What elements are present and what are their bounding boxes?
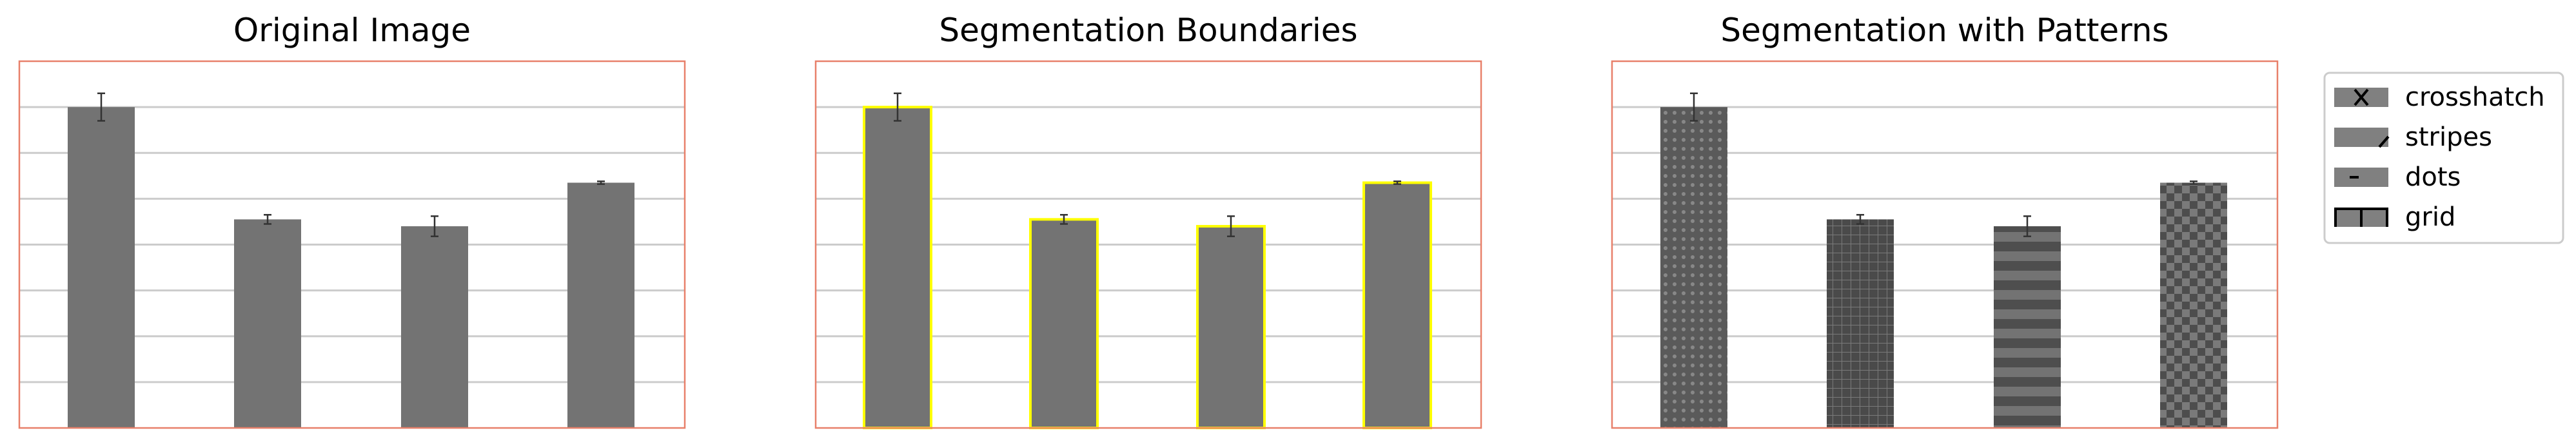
legend-item-stripes: stripes xyxy=(2334,122,2492,152)
legend-label: crosshatch xyxy=(2405,82,2545,112)
panel-title: Segmentation with Patterns xyxy=(1720,12,2168,49)
plot-frame xyxy=(1611,60,2279,429)
bar xyxy=(68,107,135,428)
dots-icon xyxy=(2334,168,2388,187)
panel-original-image: Original Image xyxy=(18,12,686,429)
legend-frame xyxy=(2323,72,2564,244)
plot-frame xyxy=(18,60,686,429)
legend-item-grid: grid xyxy=(2334,202,2455,232)
legend-item-dots: dots xyxy=(2334,162,2461,192)
legend-label: grid xyxy=(2405,202,2455,232)
crosshatch-icon xyxy=(2334,88,2388,107)
panel-title: Original Image xyxy=(233,12,471,49)
bar xyxy=(234,219,301,428)
bar xyxy=(1029,218,1099,429)
legend-label: stripes xyxy=(2405,122,2492,152)
bar xyxy=(1994,226,2061,428)
bar xyxy=(1660,107,1727,428)
bar xyxy=(401,226,468,428)
plot-frame xyxy=(814,60,1482,429)
panel-segmentation-with-patterns: Segmentation with Patterns xyxy=(1611,12,2279,429)
legend-item-crosshatch: crosshatch xyxy=(2334,82,2545,112)
bar xyxy=(1362,181,1432,429)
bar xyxy=(1827,219,1894,428)
bar xyxy=(1196,225,1266,429)
stripes-icon xyxy=(2334,128,2390,148)
panel-title: Segmentation Boundaries xyxy=(939,12,1357,49)
bar xyxy=(2160,182,2227,428)
legend: crosshatch stripes dots grid xyxy=(2323,72,2564,244)
legend-label: dots xyxy=(2405,162,2461,192)
panel-segmentation-boundaries: Segmentation Boundaries xyxy=(814,12,1482,429)
bar xyxy=(567,182,634,428)
grid-icon xyxy=(2334,208,2388,227)
bar xyxy=(863,106,932,429)
